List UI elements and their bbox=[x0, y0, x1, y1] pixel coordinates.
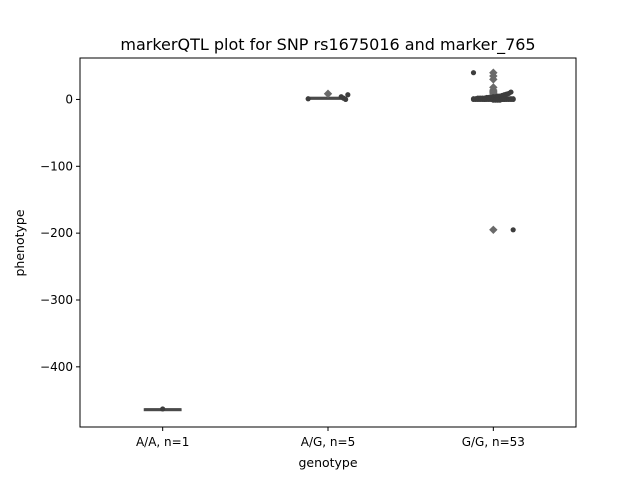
outlier-marker bbox=[323, 89, 333, 98]
x-axis: A/A, n=1 A/G, n=5 G/G, n=53 bbox=[136, 427, 525, 449]
x-axis-label: genotype bbox=[298, 455, 357, 470]
data-point bbox=[345, 92, 351, 98]
plot-area bbox=[79, 57, 577, 428]
outlier-marker bbox=[489, 225, 498, 235]
data-point bbox=[338, 94, 344, 100]
data-point bbox=[470, 96, 477, 103]
data-point bbox=[305, 96, 311, 102]
y-axis-label: phenotype bbox=[12, 209, 27, 276]
y-tick-label: 0 bbox=[65, 92, 73, 106]
data-point bbox=[510, 227, 516, 233]
x-tick-label: A/A, n=1 bbox=[136, 435, 189, 449]
chart-title: markerQTL plot for SNP rs1675016 and mar… bbox=[120, 35, 535, 55]
data-point bbox=[481, 96, 488, 103]
y-tick-label: −300 bbox=[40, 293, 73, 307]
y-tick-label: −100 bbox=[40, 159, 73, 173]
chart-marks bbox=[143, 68, 516, 412]
data-point bbox=[160, 406, 166, 412]
y-tick-label: −200 bbox=[40, 226, 73, 240]
y-tick-label: −400 bbox=[40, 360, 73, 374]
y-axis: 0 −100 −200 −300 −400 bbox=[40, 92, 80, 374]
x-tick-label: G/G, n=53 bbox=[462, 435, 525, 449]
x-tick-label: A/G, n=5 bbox=[301, 435, 355, 449]
outlier-marker bbox=[489, 75, 498, 84]
data-point bbox=[470, 70, 477, 76]
